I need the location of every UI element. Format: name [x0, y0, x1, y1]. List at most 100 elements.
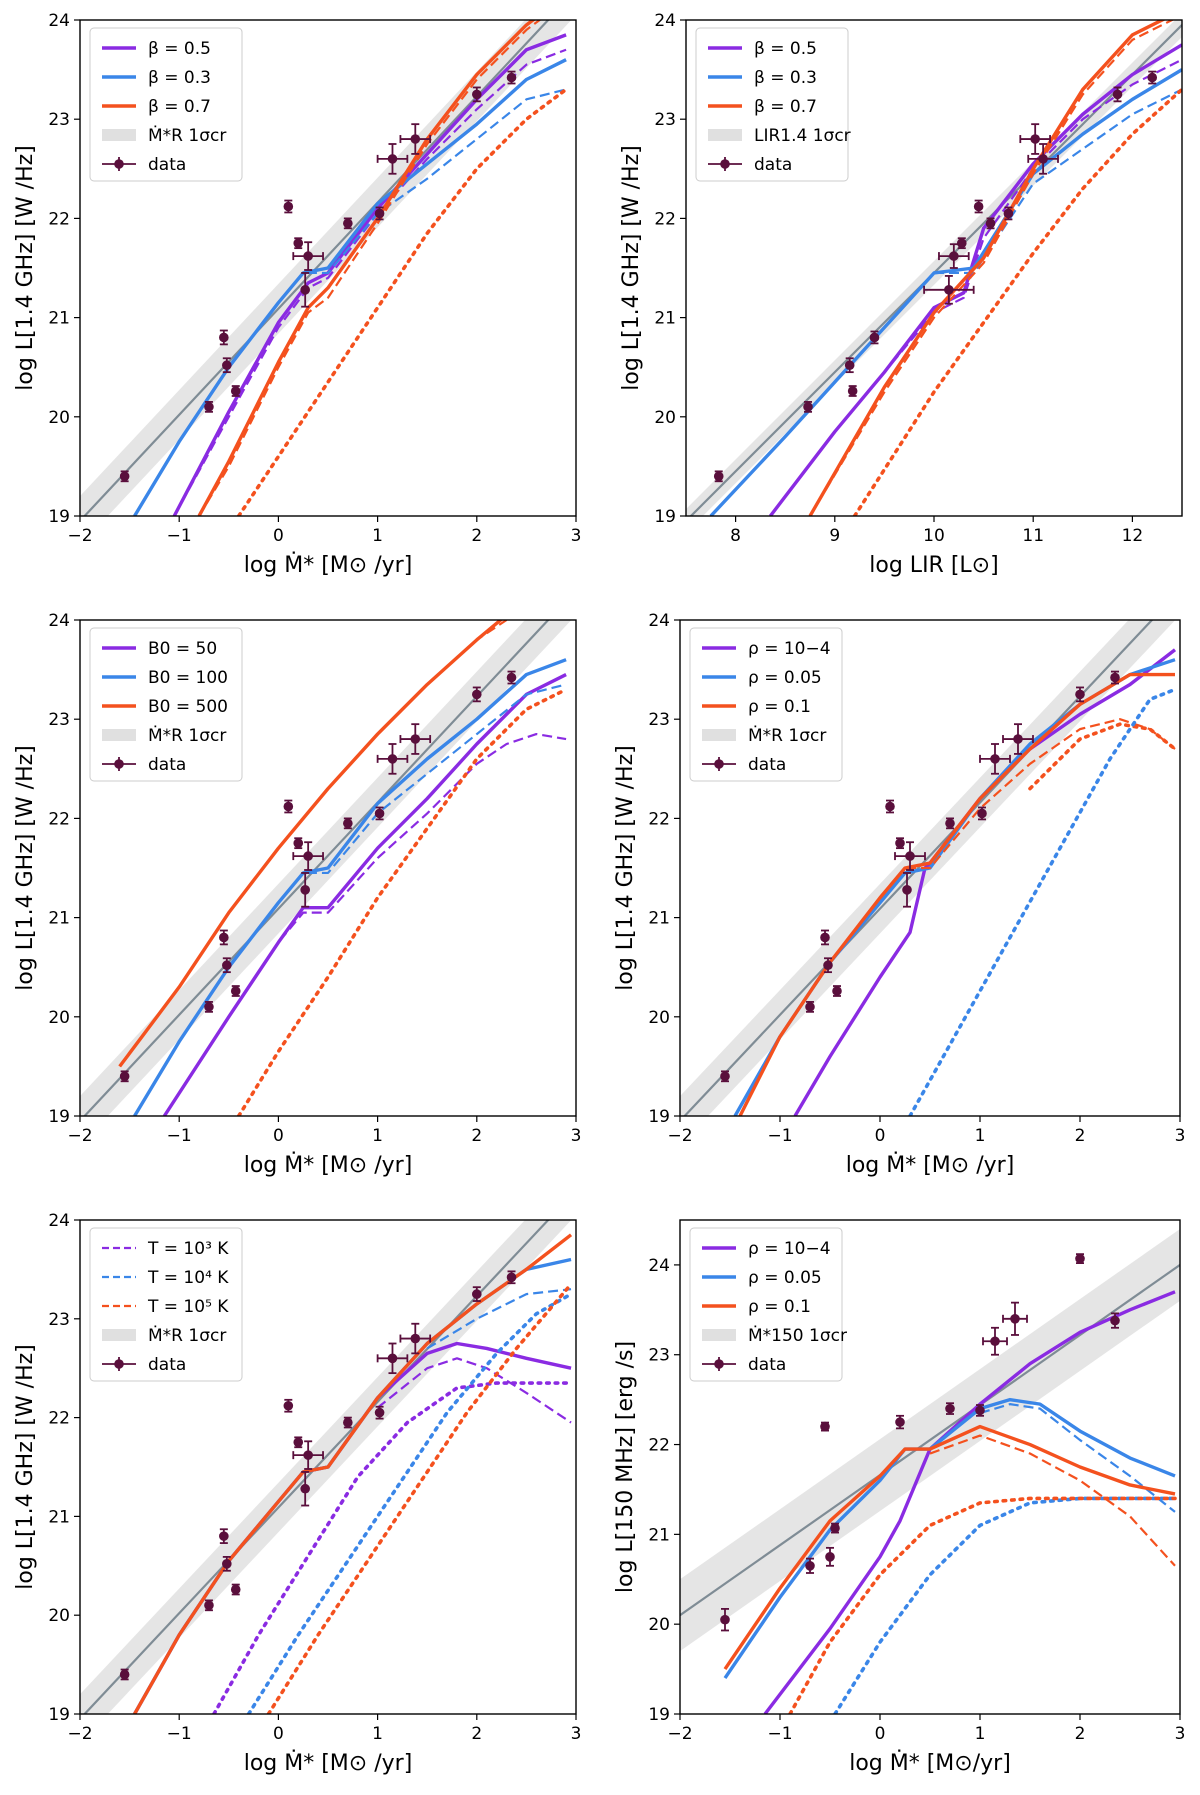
data-point — [985, 217, 996, 230]
series-line-3 — [133, 683, 567, 1116]
legend-box — [89, 27, 243, 182]
data-point — [472, 686, 482, 703]
relation-line — [83, 20, 550, 516]
y-tick-label: 19 — [48, 1705, 70, 1725]
data-point — [283, 1398, 294, 1413]
legend-label: B0 = 100 — [148, 668, 228, 688]
y-tick-label: 22 — [648, 809, 670, 829]
series-line-0 — [763, 1290, 1176, 1714]
data-marker — [805, 1002, 815, 1012]
data-point — [230, 1583, 241, 1596]
legend-label: Ṁ*R 1σcr — [148, 1325, 226, 1346]
data-marker — [885, 801, 895, 812]
legend: β = 0.5 β = 0.3 β = 0.7 Ṁ*R 1σcr data — [89, 27, 243, 182]
data-marker — [844, 360, 855, 371]
data-marker — [990, 1336, 1000, 1347]
data-marker — [119, 471, 130, 482]
y-tick-label: 22 — [48, 1409, 70, 1429]
legend-handle-marker — [714, 759, 724, 769]
data-marker — [985, 218, 996, 229]
data-marker — [219, 932, 229, 943]
data-marker — [222, 360, 232, 371]
data-marker — [956, 238, 967, 248]
data-point — [376, 1342, 409, 1375]
x-tick-label: 9 — [829, 526, 840, 546]
series-line-5 — [246, 1292, 573, 1714]
y-tick-label: 23 — [48, 110, 70, 130]
data-point — [720, 1608, 730, 1632]
data-marker — [230, 986, 241, 996]
plot-area — [686, 20, 1182, 516]
data-marker — [303, 251, 313, 261]
data-marker — [472, 1289, 482, 1299]
legend-handle-band — [102, 1329, 136, 1341]
data-marker — [506, 72, 517, 83]
series-line-6 — [852, 87, 1182, 516]
x-tick-label: −2 — [67, 1126, 92, 1146]
series-line-1 — [163, 732, 567, 1116]
x-tick-label: 10 — [923, 526, 945, 546]
legend-handle-marker — [114, 159, 124, 169]
data-point — [973, 199, 984, 214]
y-axis-label: log L[1.4 GHz] [W /Hz] — [13, 145, 38, 390]
series-line-4 — [723, 1424, 1176, 1671]
data-point — [222, 1556, 232, 1572]
legend-label: ρ = 10−4 — [748, 639, 831, 659]
data-marker — [506, 1272, 517, 1283]
y-tick-label: 21 — [654, 309, 676, 329]
legend-label: β = 0.7 — [148, 97, 211, 117]
data-point — [283, 199, 294, 214]
data-marker — [374, 208, 385, 219]
data-point — [374, 806, 385, 821]
legend-label: Ṁ*R 1σcr — [748, 725, 826, 746]
legend-box — [695, 27, 849, 182]
x-tick-label: 3 — [571, 526, 582, 546]
data-point — [713, 470, 724, 483]
x-axis-label: log LIR [L⊙] — [869, 553, 998, 578]
data-marker — [222, 1559, 232, 1569]
legend-label: Ṁ*R 1σcr — [148, 725, 226, 746]
y-tick-label: 19 — [654, 507, 676, 527]
data-marker — [825, 1552, 835, 1562]
y-tick-label: 19 — [648, 1107, 670, 1127]
y-axis-label: log L[1.4 GHz] [W /Hz] — [613, 745, 638, 990]
legend-box — [89, 627, 243, 782]
data-marker — [973, 201, 984, 212]
relation-line — [683, 620, 1154, 1116]
x-tick-label: 1 — [372, 1126, 383, 1146]
legend-label: B0 = 500 — [148, 697, 228, 717]
data-marker — [820, 932, 830, 943]
data-point — [977, 806, 987, 821]
axes-frame — [79, 19, 577, 517]
data-marker — [869, 332, 880, 343]
data-marker — [823, 960, 833, 971]
data-marker — [1112, 89, 1123, 100]
data-point — [506, 1270, 517, 1285]
y-tick-label: 21 — [648, 909, 670, 929]
data-marker — [1110, 1315, 1120, 1326]
data-point — [293, 1436, 304, 1449]
data-point — [204, 1599, 214, 1612]
series-line-2 — [738, 672, 1175, 1116]
data-marker — [119, 1071, 130, 1082]
series-line-6 — [788, 1496, 1177, 1714]
data-point — [1110, 1312, 1120, 1329]
data-marker — [230, 1584, 241, 1595]
data-point — [230, 385, 241, 397]
data-marker — [219, 332, 229, 343]
x-tick-label: 11 — [1022, 526, 1044, 546]
data-point — [343, 1416, 353, 1429]
data-point — [204, 1001, 214, 1013]
y-tick-label: 23 — [48, 1310, 70, 1330]
data-marker — [119, 1669, 130, 1680]
legend: B0 = 50 B0 = 100 B0 = 500 Ṁ*R 1σcr data — [89, 627, 243, 782]
y-tick-label: 20 — [648, 1008, 670, 1028]
legend-label: data — [148, 155, 186, 175]
data-point — [1027, 143, 1059, 175]
legend-label: T = 10⁴ K — [147, 1268, 229, 1288]
x-tick-label: 3 — [1175, 1126, 1186, 1146]
series-line-6 — [133, 1233, 573, 1714]
